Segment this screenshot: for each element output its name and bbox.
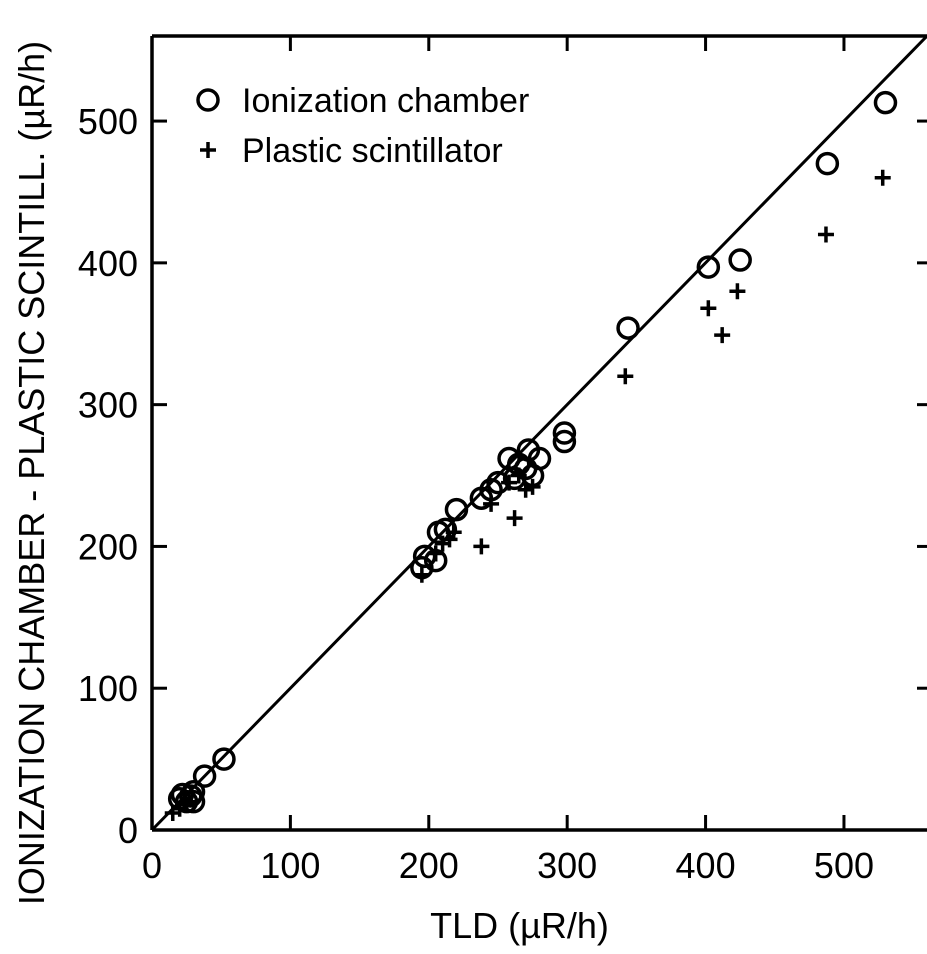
y-tick-label: 500 (78, 101, 138, 142)
plastic-scintillator-point (817, 226, 834, 243)
y-tick-label: 300 (78, 385, 138, 426)
y-axis-title: IONIZATION CHAMBER - PLASTIC SCINTILL. (… (11, 41, 52, 905)
y-tick-label: 100 (78, 668, 138, 709)
ionization-chamber-point (212, 747, 236, 771)
ionization-chamber-point (527, 446, 552, 471)
x-tick-label: 100 (260, 845, 320, 886)
plastic-scintillator-point (483, 495, 500, 512)
plastic-scintillator-point (178, 796, 195, 813)
ionization-chamber-point (552, 429, 577, 454)
ionization-chamber-point (181, 789, 206, 814)
legend-label-ionization-chamber: Ionization chamber (242, 82, 529, 120)
x-tick-label: 0 (142, 845, 162, 886)
ionization-chamber-point (873, 90, 898, 115)
plastic-scintillator-point (510, 467, 527, 484)
ionization-chamber-point (815, 151, 840, 176)
reference-line (150, 34, 927, 832)
plastic-scintillator-point (427, 545, 444, 562)
legend-label-plastic-scintillator: Plastic scintillator (242, 132, 503, 170)
axis-ticks (152, 36, 927, 830)
y-tick-label: 400 (78, 243, 138, 284)
ionization-chamber-point (616, 316, 640, 340)
plastic-scintillator-point (714, 327, 731, 344)
plastic-scintillator-point (700, 300, 717, 317)
legend-item-ionization-chamber: Ionization chamber (196, 82, 529, 120)
plastic-scintillator-point (524, 478, 541, 495)
x-tick-label: 500 (814, 845, 874, 886)
plastic-scintillator-point (473, 538, 490, 555)
legend-marker-open-circle (196, 88, 220, 112)
plastic-scintillator-point (501, 474, 518, 491)
x-tick-label: 400 (676, 845, 736, 886)
ionization-chamber-point (696, 255, 721, 279)
plot-frame (150, 34, 927, 832)
legend-item-plastic-scintillator: Plastic scintillator (200, 132, 503, 170)
ionization-chamber-point (728, 248, 752, 272)
y-tick-label: 200 (78, 526, 138, 567)
legend: Ionization chamber Plastic scintillator (196, 82, 529, 170)
x-tick-label: 200 (399, 845, 459, 886)
ionization-chamber-point (181, 779, 206, 804)
tick-labels: 0 100 200 300 400 500 0 100 200 300 400 500 (78, 101, 874, 886)
x-tick-label: 300 (537, 845, 597, 886)
data-points (164, 90, 898, 821)
plastic-scintillator-point (506, 510, 523, 527)
plastic-scintillator-point (729, 283, 746, 300)
identity-line (150, 34, 927, 832)
ionization-chamber-point (192, 764, 217, 788)
x-axis-title: TLD (µR/h) (430, 905, 609, 946)
ionization-chamber-point (552, 421, 577, 445)
plastic-scintillator-point (445, 524, 462, 541)
y-tick-label: 0 (118, 810, 138, 851)
ionization-chamber-point (444, 497, 469, 522)
legend-marker-plus (200, 142, 216, 158)
plastic-scintillator-point (617, 368, 634, 385)
plastic-scintillator-point (874, 169, 891, 186)
plastic-scintillator-point (413, 566, 430, 583)
